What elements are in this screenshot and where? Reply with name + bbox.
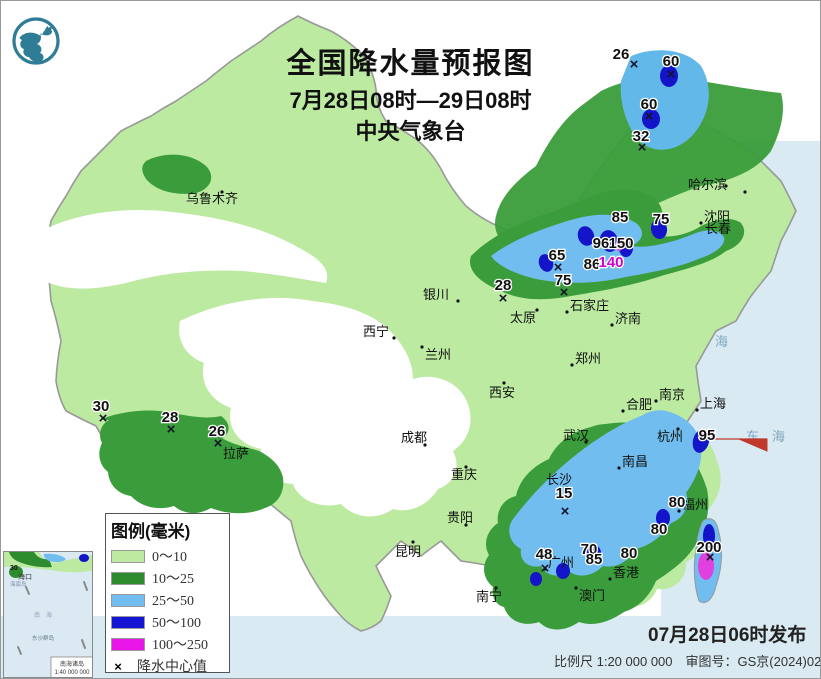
svg-text:×: × — [554, 259, 563, 276]
svg-text:75: 75 — [653, 211, 670, 228]
svg-text:石家庄: 石家庄 — [570, 298, 609, 313]
svg-text:贵阳: 贵阳 — [447, 510, 473, 525]
svg-text:拉萨: 拉萨 — [223, 446, 249, 461]
svg-text:南宁: 南宁 — [476, 589, 502, 604]
svg-text:南京: 南京 — [659, 387, 685, 402]
svg-text:×: × — [560, 284, 569, 301]
svg-text:80: 80 — [621, 545, 638, 562]
svg-text:哈尔滨: 哈尔滨 — [688, 177, 727, 192]
svg-text:×: × — [99, 410, 108, 427]
svg-text:兰州: 兰州 — [425, 347, 451, 362]
svg-text:80: 80 — [651, 521, 668, 538]
svg-text:1:40 000 000: 1:40 000 000 — [54, 670, 90, 676]
svg-text:上海: 上海 — [700, 396, 726, 411]
svg-text:太原: 太原 — [510, 310, 536, 325]
svg-text:长春: 长春 — [705, 221, 731, 236]
svg-text:95: 95 — [699, 427, 716, 444]
svg-text:南海诸岛: 南海诸岛 — [60, 660, 84, 668]
svg-text:×: × — [561, 503, 570, 520]
svg-text:×: × — [541, 560, 550, 577]
svg-text:150: 150 — [608, 235, 633, 252]
svg-text:南昌: 南昌 — [622, 454, 648, 469]
svg-text:福州: 福州 — [682, 497, 708, 512]
svg-text:重庆: 重庆 — [451, 467, 477, 482]
svg-text:香港: 香港 — [613, 565, 639, 580]
svg-text:南 海: 南 海 — [34, 611, 52, 619]
svg-text:85: 85 — [612, 209, 629, 226]
svg-text:昆明: 昆明 — [395, 544, 421, 559]
svg-text:85: 85 — [586, 551, 603, 568]
svg-text:×: × — [167, 421, 176, 438]
svg-text:澳门: 澳门 — [579, 588, 605, 603]
svg-text:银川: 银川 — [423, 287, 449, 302]
svg-text:杭州: 杭州 — [657, 429, 683, 444]
svg-text:乌鲁木齐: 乌鲁木齐 — [186, 191, 238, 206]
svg-text:西宁: 西宁 — [363, 324, 389, 339]
svg-text:成都: 成都 — [401, 430, 427, 445]
svg-text:海南岛: 海南岛 — [10, 580, 27, 588]
svg-text:合肥: 合肥 — [626, 397, 652, 412]
svg-text:×: × — [214, 435, 223, 452]
svg-text:武汉: 武汉 — [563, 428, 589, 443]
svg-text:海口: 海口 — [18, 572, 32, 581]
svg-text:×: × — [706, 549, 715, 566]
svg-text:96: 96 — [593, 235, 610, 252]
svg-text:西安: 西安 — [489, 385, 515, 400]
svg-text:济南: 济南 — [615, 311, 641, 326]
svg-text:30: 30 — [10, 565, 18, 572]
svg-text:东沙群岛: 东沙群岛 — [32, 634, 55, 642]
svg-text:郑州: 郑州 — [575, 351, 601, 366]
svg-text:15: 15 — [556, 485, 573, 502]
svg-text:×: × — [499, 290, 508, 307]
svg-text:140: 140 — [598, 254, 623, 271]
svg-text:80: 80 — [669, 494, 686, 511]
